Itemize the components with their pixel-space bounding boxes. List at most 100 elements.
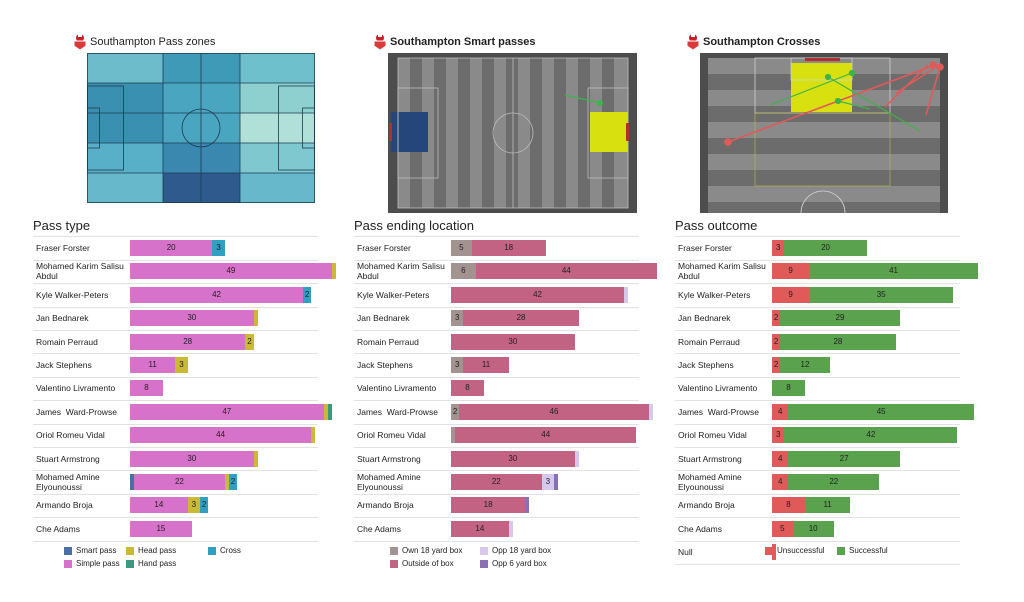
data-label: 5 (780, 523, 785, 533)
row-separator (675, 376, 960, 378)
bar-segment (451, 380, 484, 397)
row-label: Stuart Armstrong (357, 453, 421, 464)
row-separator (354, 259, 639, 261)
bar-segment (130, 380, 163, 397)
legend-swatch (837, 547, 845, 555)
legend-label: Successful (849, 546, 888, 555)
data-label: 47 (222, 406, 232, 416)
data-label: 9 (788, 289, 793, 299)
row-separator (33, 306, 318, 308)
bar-segment (175, 357, 188, 373)
bar-segment (471, 240, 546, 256)
row-label: Armando Broja (357, 500, 414, 511)
bar-segment (624, 286, 629, 303)
row-separator (675, 423, 960, 425)
bar-segment (130, 357, 176, 373)
row-separator (33, 423, 318, 425)
bar-segment (451, 450, 575, 467)
data-label: 30 (187, 453, 197, 463)
pass-zones-pitch (87, 53, 315, 203)
bar-segment (792, 520, 834, 537)
bar-segment (451, 357, 464, 373)
legend-swatch (64, 547, 72, 555)
bar-segment (784, 427, 958, 444)
legend-label: Outside of box (402, 558, 454, 568)
row-separator (33, 259, 318, 261)
bar-segment (130, 286, 304, 303)
data-label: 9 (788, 266, 793, 276)
bar-segment (451, 427, 456, 444)
data-label: 44 (216, 430, 226, 440)
bar-segment (772, 333, 781, 350)
row-label: Jack Stephens (678, 360, 734, 370)
row-label: Valentino Livramento (36, 383, 116, 394)
data-label: 14 (475, 523, 485, 533)
row-label: Kyle Walker-Peters (36, 289, 109, 300)
row-label: James Ward-Prowse (357, 406, 438, 417)
data-label: 3 (191, 500, 197, 510)
data-label: 42 (533, 289, 542, 299)
row-label: Fraser Forster (36, 243, 90, 253)
row-label: Che Adams (36, 523, 80, 534)
legend-swatch (126, 559, 134, 568)
data-label: 8 (144, 383, 149, 393)
club-crest (73, 34, 87, 51)
data-label: 12 (800, 360, 810, 369)
data-label: 28 (516, 313, 526, 323)
bar-segment (303, 286, 312, 303)
bar-segment (508, 520, 513, 537)
row-label: Mohamed Karim Salisu Abdul (357, 261, 447, 282)
bar-segment (780, 310, 900, 327)
bar-segment (554, 474, 559, 490)
bar-segment (772, 310, 781, 327)
row-separator (33, 493, 318, 495)
bar-segment (253, 450, 258, 467)
data-label: 3 (454, 313, 460, 323)
bar-segment (130, 333, 246, 350)
data-label: 2 (452, 406, 458, 416)
bar-segment (772, 357, 781, 373)
row-separator (675, 329, 960, 331)
data-label: 2 (773, 360, 779, 369)
bar-segment (772, 544, 777, 561)
row-label: Armando Broja (678, 500, 735, 511)
bar-segment (451, 403, 460, 420)
data-label: 44 (561, 266, 571, 276)
row-separator (675, 563, 960, 565)
bar-segment (130, 427, 312, 444)
data-label: 4 (778, 453, 783, 463)
data-label: 18 (483, 500, 493, 510)
bar-segment (459, 403, 649, 420)
bar-segment (224, 474, 229, 490)
legend-label: Own 18 yard box (402, 546, 463, 555)
legend-label: Hand pass (138, 558, 177, 568)
row-separator (33, 446, 318, 448)
bar-segment (784, 240, 867, 256)
data-label: 22 (491, 477, 501, 486)
row-label: James Ward-Prowse (36, 406, 117, 417)
row-label: Che Adams (678, 523, 722, 534)
bar-segment (788, 403, 974, 420)
bar-segment (130, 240, 213, 256)
row-separator (354, 470, 639, 472)
bar-segment (451, 497, 526, 514)
row-label: Oriol Romeu Vidal (36, 430, 105, 441)
row-separator (33, 329, 318, 331)
row-separator (354, 353, 639, 355)
row-label: Romain Perraud (678, 336, 740, 347)
row-separator (33, 353, 318, 355)
row-separator (33, 540, 318, 542)
bar-segment (772, 263, 810, 280)
bar-segment (187, 497, 201, 514)
bar-segment (323, 403, 328, 420)
data-label: 22 (829, 477, 839, 486)
data-label: 10 (808, 523, 818, 533)
legend-label: Head pass (138, 546, 177, 555)
row-separator (354, 423, 639, 425)
legend-swatch (208, 547, 216, 555)
data-label: 20 (821, 243, 830, 252)
data-label: 30 (187, 313, 197, 323)
legend-label: Cross (220, 546, 241, 555)
row-label: Mohamed Amine Elyounoussi (678, 472, 745, 492)
